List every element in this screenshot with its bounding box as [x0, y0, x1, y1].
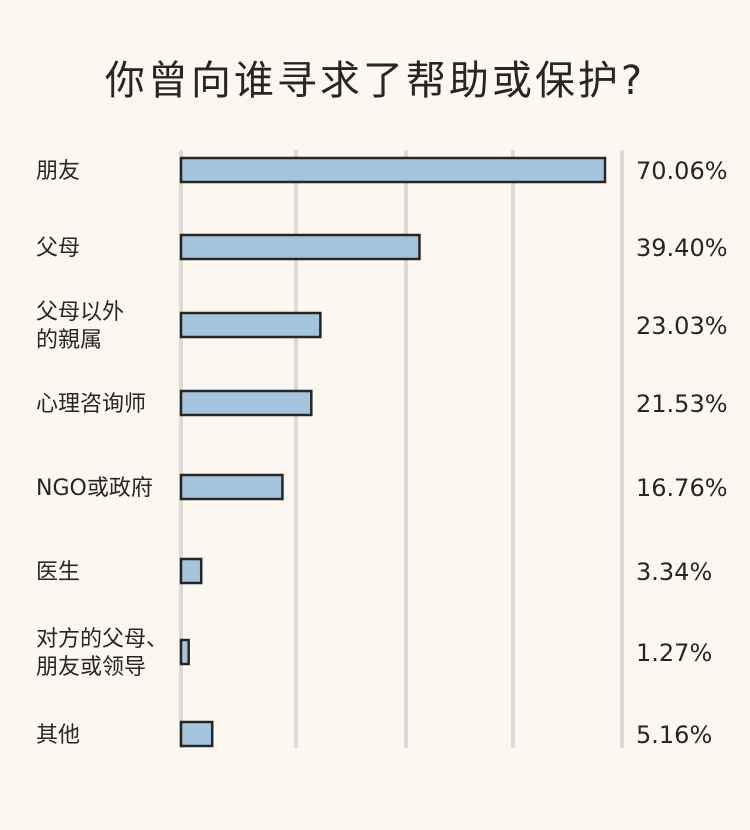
category-label-4: NGO或政府 [36, 476, 153, 501]
value-label-1: 39.40% [636, 234, 728, 262]
value-label-4: 16.76% [636, 474, 728, 502]
value-label-2: 23.03% [636, 312, 728, 340]
value-label-5: 3.34% [636, 558, 712, 586]
bar-2 [179, 311, 322, 339]
category-label-6-line-1: 朋友或领导 [36, 655, 146, 680]
category-label-0: 朋友 [36, 159, 80, 184]
category-label-2-line-0: 父母以外 [36, 300, 124, 325]
value-label-7: 5.16% [636, 721, 712, 749]
bar-1 [179, 233, 421, 261]
value-label-6: 1.27% [636, 639, 712, 667]
bar-5 [179, 557, 203, 585]
category-label-5: 医生 [36, 560, 80, 585]
chart-title: 你曾向谁寻求了帮助或保护? [104, 58, 646, 104]
category-label-6-line-0: 对方的父母、 [36, 627, 168, 652]
bar-3 [179, 389, 313, 417]
bar-7 [179, 720, 214, 748]
bar-6 [179, 638, 190, 666]
value-label-3: 21.53% [636, 390, 728, 418]
bar-4 [179, 473, 284, 501]
category-label-3: 心理咨询师 [36, 392, 146, 417]
bar-0 [179, 156, 607, 184]
category-label-1: 父母 [36, 236, 80, 261]
value-label-0: 70.06% [636, 157, 728, 185]
category-label-2-line-1: 的親属 [36, 328, 102, 353]
category-label-7: 其他 [36, 723, 80, 748]
